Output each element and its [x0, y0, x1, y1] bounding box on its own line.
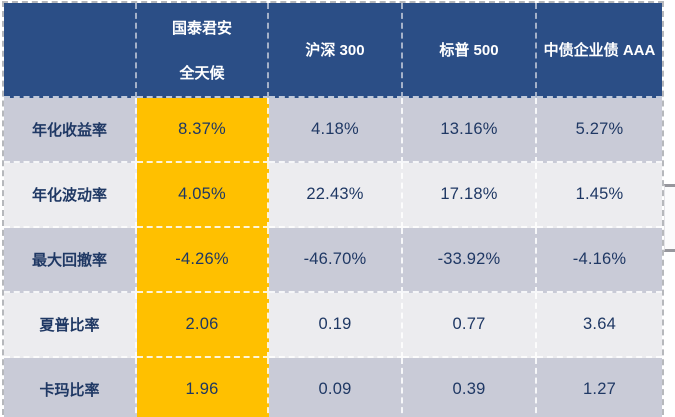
- value-cell-bond-sharpe[interactable]: 3.64: [537, 293, 662, 358]
- metrics-table: 国泰君安 全天候 沪深 300 标普 500 中债企业债 AAA 年化收益率 8…: [4, 3, 662, 417]
- value-cell-gtja-annual-return[interactable]: 8.37%: [137, 98, 269, 163]
- metric-cell-volatility[interactable]: 年化波动率: [4, 163, 137, 228]
- value-cell-gtja-calmar[interactable]: 1.96: [137, 358, 269, 417]
- value-cell-bond-calmar[interactable]: 1.27: [537, 358, 662, 417]
- value-cell-hs300-calmar[interactable]: 0.09: [269, 358, 403, 417]
- header-cell-sp500[interactable]: 标普 500: [403, 3, 537, 98]
- metric-cell-annual-return[interactable]: 年化收益率: [4, 98, 137, 163]
- header-cell-bond-aaa[interactable]: 中债企业债 AAA: [537, 3, 662, 98]
- value-cell-bond-max-drawdown[interactable]: -4.16%: [537, 228, 662, 293]
- metric-cell-sharpe[interactable]: 夏普比率: [4, 293, 137, 358]
- value-cell-bond-annual-return[interactable]: 5.27%: [537, 98, 662, 163]
- value-cell-sp500-sharpe[interactable]: 0.77: [403, 293, 537, 358]
- metric-cell-max-drawdown[interactable]: 最大回撤率: [4, 228, 137, 293]
- value-cell-bond-volatility[interactable]: 1.45%: [537, 163, 662, 228]
- value-cell-hs300-sharpe[interactable]: 0.19: [269, 293, 403, 358]
- value-cell-gtja-sharpe[interactable]: 2.06: [137, 293, 269, 358]
- value-cell-hs300-annual-return[interactable]: 4.18%: [269, 98, 403, 163]
- value-cell-sp500-calmar[interactable]: 0.39: [403, 358, 537, 417]
- header-cell-empty[interactable]: [4, 3, 137, 98]
- clipped-element-edge: [664, 184, 675, 252]
- value-cell-hs300-max-drawdown[interactable]: -46.70%: [269, 228, 403, 293]
- comparison-table: 国泰君安 全天候 沪深 300 标普 500 中债企业债 AAA 年化收益率 8…: [2, 1, 664, 417]
- header-gtja-line1: 国泰君安: [171, 19, 232, 37]
- header-gtja-line2: 全天候: [179, 64, 225, 82]
- header-cell-hs300[interactable]: 沪深 300: [269, 3, 403, 98]
- header-cell-gtja[interactable]: 国泰君安 全天候: [137, 3, 269, 98]
- value-cell-sp500-annual-return[interactable]: 13.16%: [403, 98, 537, 163]
- value-cell-sp500-max-drawdown[interactable]: -33.92%: [403, 228, 537, 293]
- value-cell-sp500-volatility[interactable]: 17.18%: [403, 163, 537, 228]
- value-cell-gtja-max-drawdown[interactable]: -4.26%: [137, 228, 269, 293]
- value-cell-hs300-volatility[interactable]: 22.43%: [269, 163, 403, 228]
- metric-cell-calmar[interactable]: 卡玛比率: [4, 358, 137, 417]
- value-cell-gtja-volatility[interactable]: 4.05%: [137, 163, 269, 228]
